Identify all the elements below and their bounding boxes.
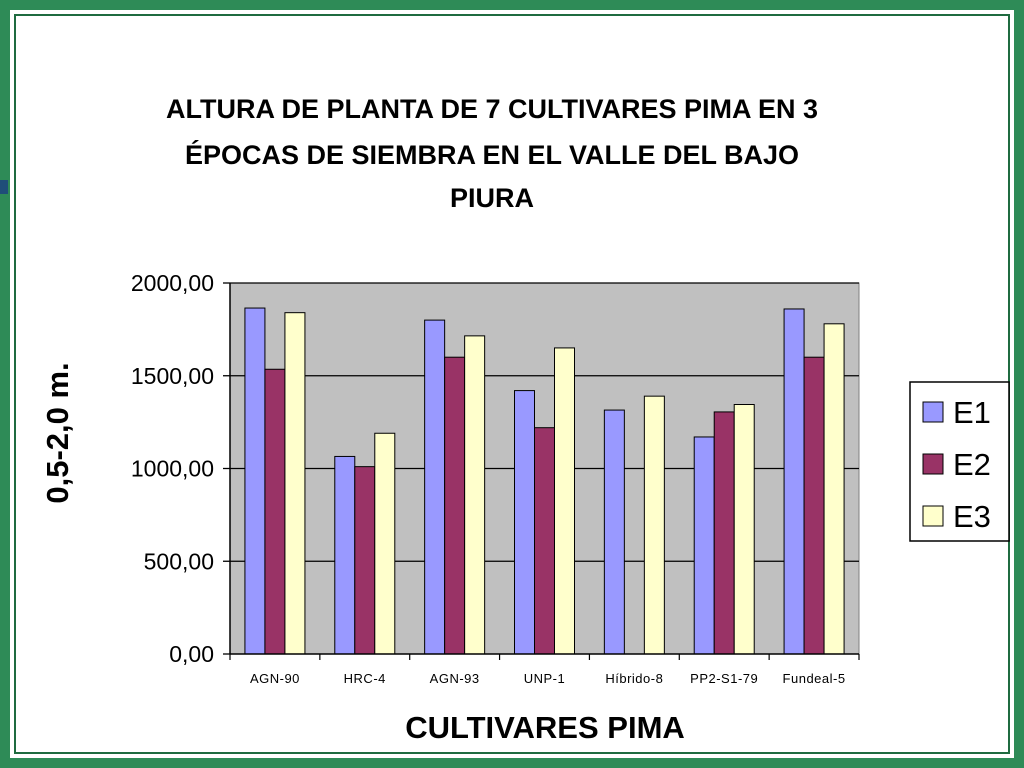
y-tick-label: 1000,00	[131, 456, 214, 482]
chart-title-line-1: ALTURA DE PLANTA DE 7 CULTIVARES PIMA EN…	[166, 94, 818, 124]
legend: E1 E2 E3	[909, 381, 1010, 542]
x-tick-label: HRC-4	[344, 671, 386, 686]
legend-swatch-e3	[922, 505, 944, 527]
y-axis: 0,00 500,00 1000,00 1500,00 2000,00	[131, 270, 231, 667]
bar-e1-5	[693, 436, 715, 655]
legend-label-e3: E3	[953, 499, 991, 534]
legend-swatch-e1	[922, 401, 944, 423]
bar-e1-1	[334, 455, 356, 655]
y-axis-label: 0,5-2,0 m.	[40, 362, 75, 503]
x-tick-label: AGN-93	[430, 671, 480, 686]
bar-e2-6	[803, 356, 825, 655]
bar-e1-6	[783, 308, 805, 655]
chart-title-line-2: ÉPOCAS DE SIEMBRA EN EL VALLE DEL BAJO	[185, 139, 799, 170]
legend-label-e2: E2	[953, 447, 991, 482]
y-tick-label: 2000,00	[131, 270, 214, 296]
y-tick-label: 1500,00	[131, 363, 214, 389]
x-tick-label: Híbrido-8	[605, 671, 663, 686]
bar-e2-3	[534, 427, 555, 655]
x-tick-label: UNP-1	[524, 671, 566, 686]
x-tick-label: PP2-S1-79	[690, 671, 758, 686]
side-tab-marker	[0, 180, 8, 194]
bar-e3-4	[643, 395, 665, 655]
bar-e3-3	[554, 347, 575, 655]
bar-e3-6	[823, 323, 845, 655]
bar-e2-5	[713, 411, 735, 655]
bar-e2-1	[354, 466, 376, 655]
bar-e3-1	[374, 432, 396, 655]
bar-e3-0	[284, 312, 306, 655]
bar-e1-0	[244, 307, 266, 655]
bar-e1-2	[424, 319, 446, 655]
x-tick-label: Fundeal-5	[783, 671, 846, 686]
bars	[244, 307, 845, 655]
x-tick-label: AGN-90	[250, 671, 300, 686]
y-tick-label: 500,00	[144, 548, 214, 574]
bar-e2-2	[444, 356, 466, 655]
bar-e3-5	[733, 404, 755, 655]
x-axis: AGN-90 HRC-4 AGN-93 UNP-1 Híbrido-8 PP2-S1-79…	[229, 653, 860, 686]
x-axis-label: CULTIVARES PIMA	[405, 710, 685, 745]
bar-e1-3	[514, 390, 535, 655]
legend-label-e1: E1	[953, 395, 991, 430]
y-tick-label: 0,00	[169, 641, 214, 667]
chart-title-line-3: PIURA	[450, 183, 534, 213]
bar-e2-0	[264, 368, 286, 655]
bar-e1-4	[603, 409, 625, 655]
legend-swatch-e2	[922, 453, 944, 475]
bar-e3-2	[464, 335, 486, 655]
